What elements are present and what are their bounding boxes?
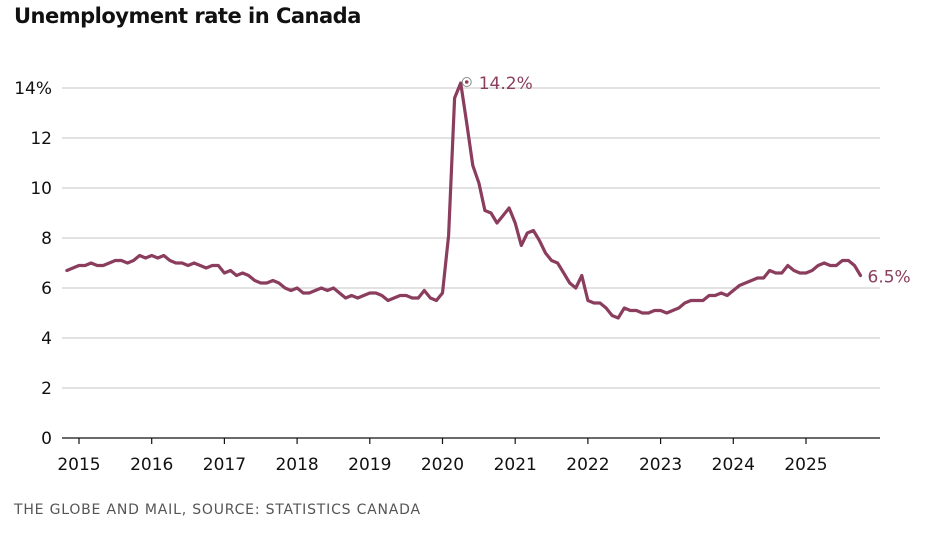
series-lines bbox=[65, 81, 863, 320]
x-tick-label: 2024 bbox=[712, 455, 755, 475]
y-tick-label: 10 bbox=[30, 179, 52, 199]
y-tick-label: 12 bbox=[30, 129, 52, 149]
x-tick-label: 2016 bbox=[130, 455, 173, 475]
x-tick-label: 2017 bbox=[203, 455, 246, 475]
x-tick-label: 2015 bbox=[57, 455, 100, 475]
latest-value-label: 6.5% bbox=[868, 268, 911, 288]
y-tick-label: 8 bbox=[41, 229, 52, 249]
y-tick-label: 6 bbox=[41, 279, 52, 299]
x-tick-label: 2023 bbox=[639, 455, 682, 475]
chart-title: Unemployment rate in Canada bbox=[14, 4, 361, 28]
series-line-unemployment-rate bbox=[65, 81, 863, 320]
x-axis: 2015 2016 2017 2018 2019 2020 2021 2022 2023 2024… bbox=[57, 437, 880, 475]
y-tick-label: 14% bbox=[14, 79, 52, 99]
x-tick-label: 2022 bbox=[566, 455, 609, 475]
peak-label: 14.2% bbox=[479, 74, 533, 94]
x-tick-label: 2025 bbox=[784, 455, 827, 475]
x-tick-label: 2020 bbox=[421, 455, 464, 475]
x-tick-label: 2021 bbox=[494, 455, 537, 475]
source-credit: THE GLOBE AND MAIL, SOURCE: STATISTICS C… bbox=[14, 502, 421, 518]
peak-marker-dot bbox=[464, 80, 469, 84]
y-axis: 0 2 4 6 8 10 12 14% bbox=[14, 79, 52, 449]
y-tick-label: 0 bbox=[41, 429, 52, 449]
y-tick-label: 2 bbox=[41, 379, 52, 399]
gridlines bbox=[62, 87, 880, 389]
annotations: 14.2% 6.5% bbox=[461, 74, 911, 288]
x-tick-label: 2018 bbox=[275, 455, 318, 475]
y-tick-label: 4 bbox=[41, 329, 52, 349]
x-tick-label: 2019 bbox=[348, 455, 391, 475]
